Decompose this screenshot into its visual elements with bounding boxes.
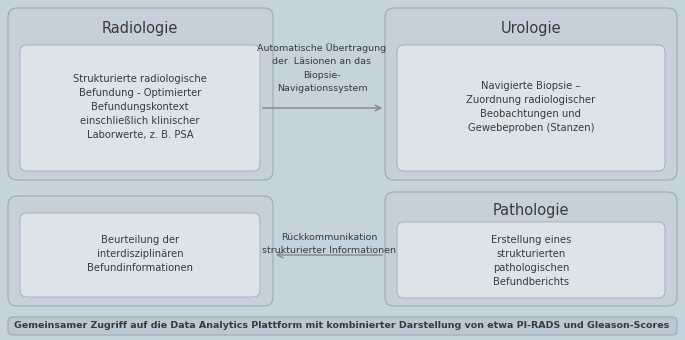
FancyBboxPatch shape [385,192,677,306]
Text: Navigierte Biopsie –
Zuordnung radiologischer
Beobachtungen und
Gewebeproben (St: Navigierte Biopsie – Zuordnung radiologi… [466,81,596,133]
FancyBboxPatch shape [385,8,677,180]
Text: Rückkommunikation
strukturierter Informationen: Rückkommunikation strukturierter Informa… [262,233,396,255]
Text: Radiologie: Radiologie [102,20,178,35]
Text: Pathologie: Pathologie [493,203,569,218]
FancyBboxPatch shape [8,196,273,306]
FancyBboxPatch shape [20,213,260,297]
Text: Urologie: Urologie [501,20,561,35]
FancyBboxPatch shape [397,222,665,298]
FancyBboxPatch shape [8,8,273,180]
Text: Strukturierte radiologische
Befundung - Optimierter
Befundungskontext
einschließ: Strukturierte radiologische Befundung - … [73,74,207,140]
Text: Gemeinsamer Zugriff auf die Data Analytics Plattform mit kombinierter Darstellun: Gemeinsamer Zugriff auf die Data Analyti… [14,322,670,330]
Text: Automatische Übertragung
der  Läsionen an das
Biopsie-
Navigationssystem: Automatische Übertragung der Läsionen an… [258,43,386,93]
Text: Erstellung eines
strukturierten
pathologischen
Befundberichts: Erstellung eines strukturierten patholog… [491,235,571,287]
FancyBboxPatch shape [397,45,665,171]
FancyBboxPatch shape [20,45,260,171]
Text: Beurteilung der
interdisziplinären
Befundinformationen: Beurteilung der interdisziplinären Befun… [87,235,193,273]
FancyBboxPatch shape [8,317,677,335]
